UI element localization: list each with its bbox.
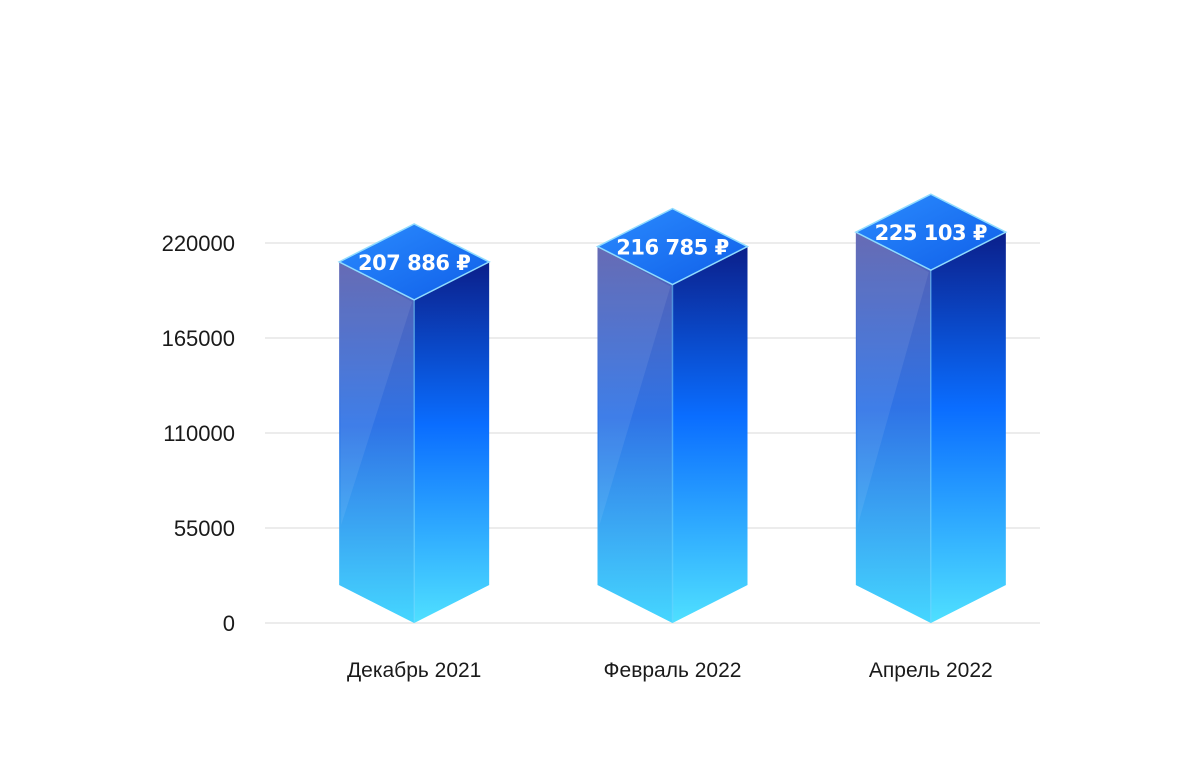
bar-right-face xyxy=(930,232,1006,623)
x-axis-ticks: Декабрь 2021 Февраль 2022 Апрель 2022 xyxy=(347,659,993,682)
data-label: 207 886 ₽ xyxy=(358,251,470,275)
bar-highlight xyxy=(339,261,413,525)
data-label: 216 785 ₽ xyxy=(616,236,728,260)
x-tick-label: Апрель 2022 xyxy=(869,659,993,682)
bar-left-face xyxy=(597,246,673,624)
bar-left-face xyxy=(339,261,415,623)
y-tick-label: 55000 xyxy=(174,516,235,541)
x-tick-label: Декабрь 2021 xyxy=(347,659,481,682)
bar-top-face xyxy=(854,193,1008,272)
bar-top-face xyxy=(595,207,750,286)
bar-highlight xyxy=(855,232,929,525)
bar-left-face xyxy=(855,232,931,623)
y-tick-label: 0 xyxy=(223,611,235,636)
bar-right-face xyxy=(672,246,748,624)
y-tick-label: 110000 xyxy=(163,421,235,446)
data-label: 225 103 ₽ xyxy=(875,221,987,245)
bar-highlight xyxy=(597,246,671,526)
bar: 216 785 ₽ xyxy=(595,207,750,624)
y-tick-label: 165000 xyxy=(162,326,235,351)
y-axis-ticks: 0 55000 110000 165000 220000 xyxy=(162,231,235,636)
bar-right-face xyxy=(414,261,490,623)
bar-top-face xyxy=(337,223,491,301)
bars: 207 886 ₽ 216 785 ₽ 225 103 ₽ xyxy=(337,193,1008,624)
x-tick-label: Февраль 2022 xyxy=(604,659,742,682)
y-tick-label: 220000 xyxy=(162,231,235,256)
bar: 207 886 ₽ xyxy=(337,223,491,623)
bar: 225 103 ₽ xyxy=(854,193,1008,623)
